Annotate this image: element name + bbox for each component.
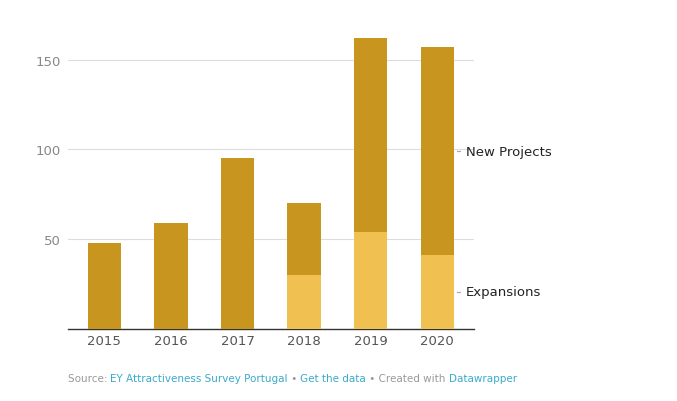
Text: •: • [288, 373, 301, 383]
Bar [221, 159, 254, 329]
Text: Expansions: Expansions [457, 286, 542, 299]
Bar [354, 232, 387, 329]
Bar [154, 223, 188, 329]
Bar [288, 204, 321, 275]
Text: • Created with: • Created with [366, 373, 449, 383]
Text: Source:: Source: [68, 373, 110, 383]
Text: Get the data: Get the data [301, 373, 366, 383]
Text: Datawrapper: Datawrapper [449, 373, 517, 383]
Text: New Projects: New Projects [457, 146, 552, 158]
Bar [88, 243, 121, 329]
Bar [420, 255, 454, 329]
Bar [420, 48, 454, 255]
Bar [354, 39, 387, 232]
Text: EY Attractiveness Survey Portugal: EY Attractiveness Survey Portugal [110, 373, 288, 383]
Bar [288, 275, 321, 329]
